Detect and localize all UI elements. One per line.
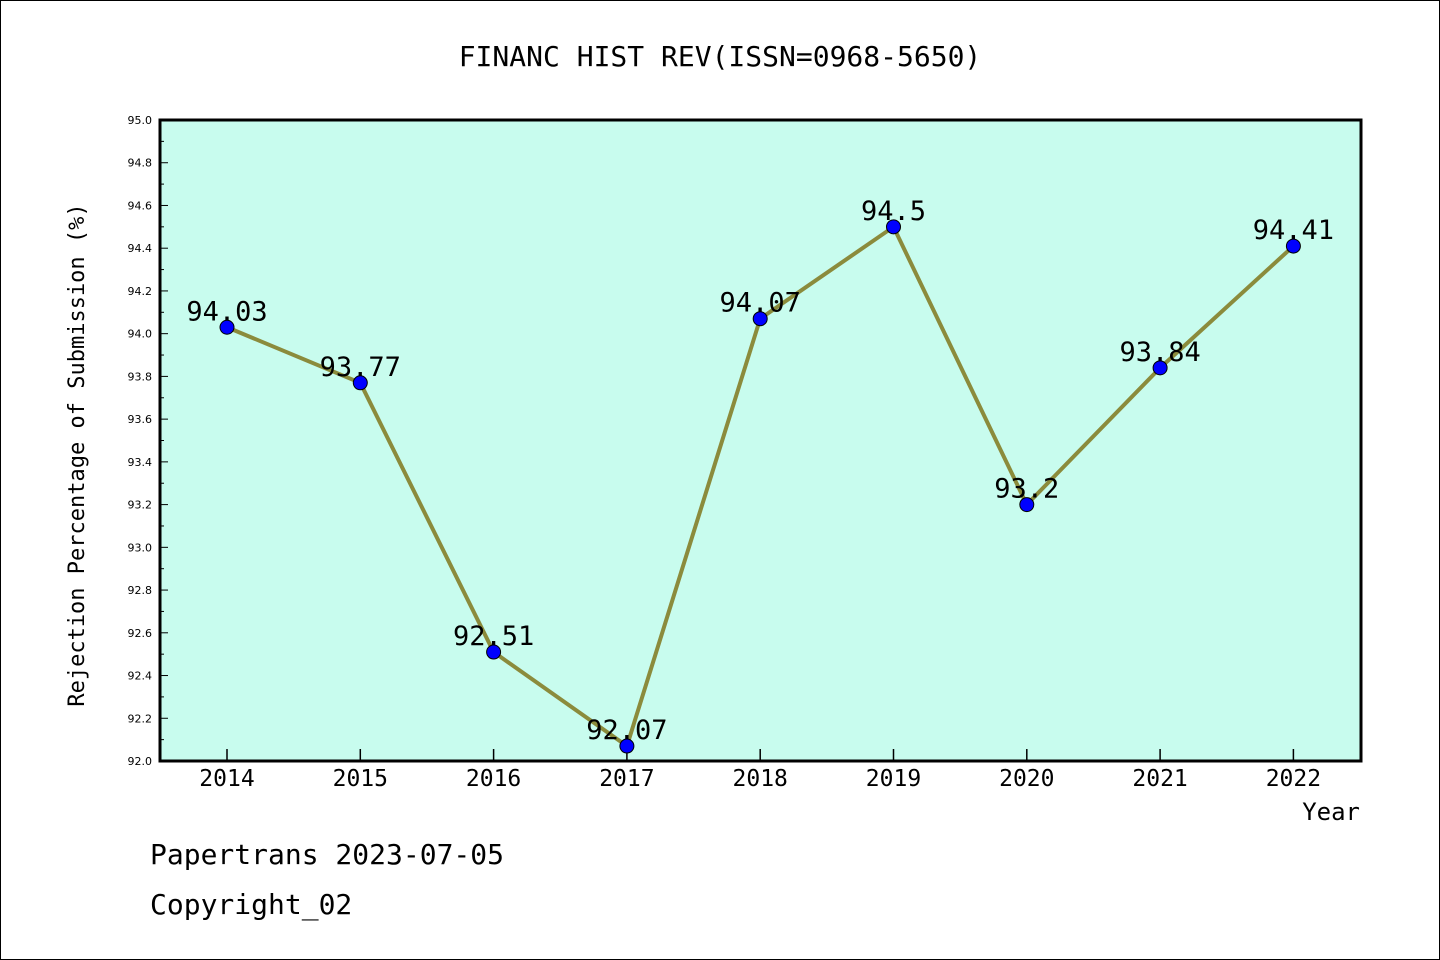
y-axis: 92.0 92.2 92.4 92.6 92.8 93.0 93.2 93.4 93.6 93.8…	[128, 114, 168, 768]
y-tick-label: 94.0	[128, 328, 153, 341]
x-tick-label: 2018	[733, 766, 788, 792]
data-point	[886, 219, 901, 235]
data-point	[752, 311, 768, 327]
y-axis-label: Rejection Percentage of Submission (%)	[65, 203, 90, 706]
y-tick-label: 92.2	[128, 712, 153, 725]
footer-copyright-text: Copyright_02	[150, 888, 352, 922]
y-tick-label: 92.8	[128, 584, 153, 597]
y-tick-label: 94.8	[128, 157, 153, 170]
x-tick-label: 2019	[866, 766, 921, 792]
data-point	[1152, 360, 1168, 376]
data-point	[1019, 497, 1035, 513]
y-tick-label: 92.6	[128, 627, 153, 640]
data-label: 94.5	[861, 196, 926, 227]
data-label: 93.2	[994, 474, 1059, 505]
y-tick-label: 94.2	[128, 285, 153, 298]
x-tick-label: 2017	[599, 766, 654, 792]
y-tick-label: 93.8	[128, 370, 153, 383]
x-tick-label: 2015	[333, 766, 388, 792]
data-point	[486, 644, 502, 660]
y-tick-label: 93.0	[128, 541, 153, 554]
data-point	[219, 319, 235, 335]
data-point	[1285, 238, 1301, 254]
x-axis: 2014 2015 2016 2017 2018 2019 2020 2021 2022	[199, 749, 1321, 792]
x-tick-label: 2021	[1132, 766, 1187, 792]
y-tick-label: 94.4	[128, 242, 153, 255]
footer-date-text: Papertrans 2023-07-05	[150, 838, 504, 871]
y-tick-label: 94.6	[128, 199, 153, 212]
y-tick-label: 93.4	[128, 456, 153, 469]
y-tick-label: 95.0	[128, 114, 153, 127]
data-label: 93.77	[320, 352, 401, 383]
data-point	[352, 375, 368, 391]
y-tick-label: 92.0	[128, 755, 153, 768]
plot-area	[158, 118, 1363, 763]
y-tick-label: 93.2	[128, 499, 153, 512]
x-axis-label: Year	[1302, 798, 1360, 826]
data-label: 92.51	[453, 621, 534, 652]
data-label: 92.07	[586, 715, 667, 746]
data-label: 94.03	[186, 296, 267, 327]
x-tick-label: 2016	[466, 766, 521, 792]
data-label: 93.84	[1119, 337, 1200, 368]
data-label: 94.41	[1253, 215, 1334, 246]
series-group: 94.03 93.77 92.51 92.07 94.07 94.5 93.2 93.84 94…	[186, 196, 1334, 754]
data-label: 94.07	[720, 288, 801, 319]
x-tick-label: 2014	[199, 766, 254, 792]
y-tick-label: 92.4	[128, 670, 153, 683]
x-tick-label: 2020	[999, 766, 1054, 792]
y-tick-label: 93.6	[128, 413, 153, 426]
data-point	[619, 738, 635, 754]
chart-title: FINANC HIST REV(ISSN=0968-5650)	[459, 40, 982, 73]
x-tick-label: 2022	[1266, 766, 1321, 792]
